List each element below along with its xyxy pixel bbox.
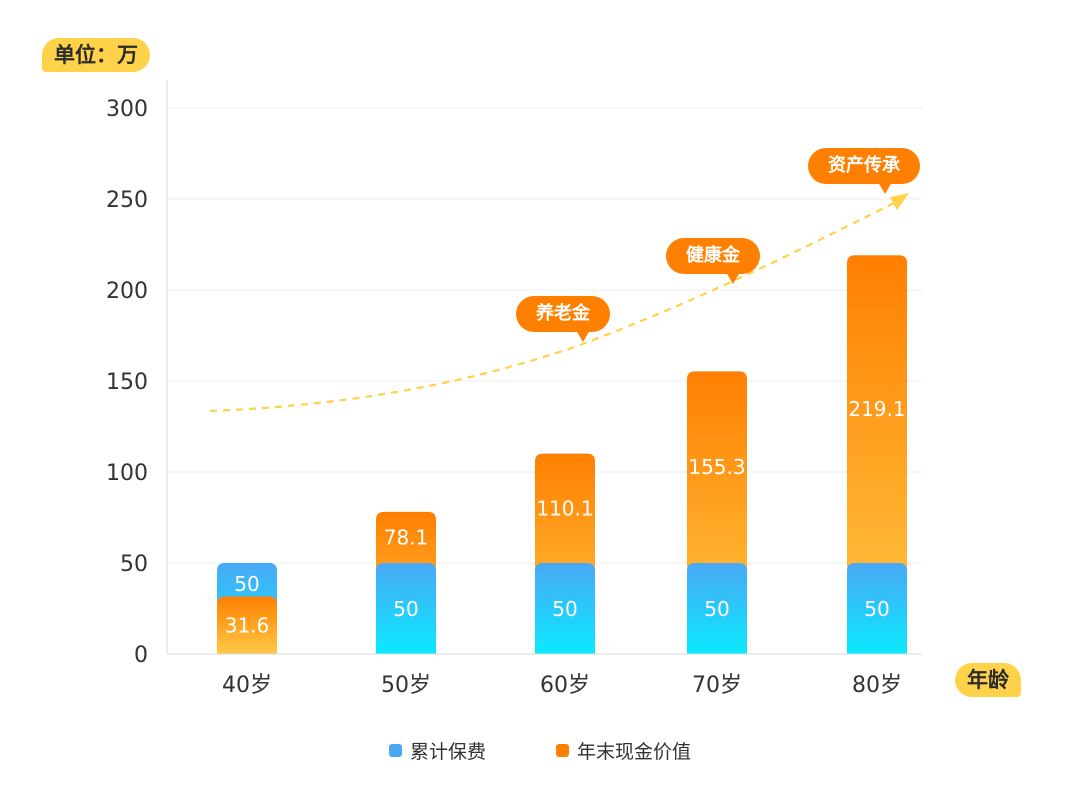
data-label-cash-value: 155.3 bbox=[688, 455, 745, 479]
data-label-premium: 50 bbox=[864, 597, 889, 621]
bar-premium bbox=[687, 563, 747, 654]
y-tick-label: 100 bbox=[106, 461, 148, 486]
data-label-premium: 50 bbox=[552, 597, 577, 621]
x-tick-label: 80岁 bbox=[852, 673, 902, 698]
data-label-premium: 50 bbox=[393, 597, 418, 621]
y-tick-label: 250 bbox=[106, 188, 148, 213]
annotation-legacy: 资产传承 bbox=[808, 148, 920, 194]
x-tick-label: 40岁 bbox=[222, 673, 272, 698]
unit-label: 单位：万 bbox=[42, 38, 150, 72]
legend-swatch-cash-value bbox=[556, 744, 569, 757]
axes: 0 50 100 150 200 250 300 40岁 50岁 60岁 70岁 80岁 bbox=[106, 80, 922, 698]
annotation-pension-label: 养老金 bbox=[536, 303, 590, 324]
trend-arrow-head bbox=[890, 193, 909, 210]
trend-arrow-line bbox=[209, 199, 901, 413]
legend-label-premium: 累计保费 bbox=[409, 741, 486, 763]
bar-cash-value bbox=[847, 255, 907, 654]
legend: 累计保费 年末现金价值 bbox=[0, 737, 1080, 764]
data-label-cash-value: 110.1 bbox=[536, 496, 593, 520]
bars bbox=[217, 255, 907, 654]
annotation-health: 健康金 bbox=[666, 238, 760, 284]
bar-premium bbox=[535, 563, 595, 654]
annotation-pension: 养老金 bbox=[516, 296, 610, 342]
bar-premium bbox=[847, 563, 907, 654]
y-tick-label: 300 bbox=[106, 97, 148, 122]
data-labels: 50 31.6 50 78.1 50 110.1 50 155.3 50 219.1 bbox=[225, 397, 906, 637]
y-tick-label: 50 bbox=[120, 552, 148, 577]
y-tick-label: 200 bbox=[106, 279, 148, 304]
x-axis-label: 年龄 bbox=[955, 663, 1021, 697]
x-tick-label: 70岁 bbox=[692, 673, 742, 698]
data-label-cash-value: 31.6 bbox=[225, 613, 270, 637]
data-label-premium: 50 bbox=[704, 597, 729, 621]
data-label-cash-value: 219.1 bbox=[848, 397, 905, 421]
legend-item-premium[interactable]: 累计保费 bbox=[388, 737, 486, 764]
data-label-cash-value: 78.1 bbox=[384, 525, 429, 549]
legend-item-cash-value[interactable]: 年末现金价值 bbox=[556, 737, 691, 764]
annotation-health-label: 健康金 bbox=[686, 245, 740, 266]
y-tick-label: 150 bbox=[106, 370, 148, 395]
legend-swatch-premium bbox=[388, 744, 402, 757]
x-tick-label: 50岁 bbox=[381, 673, 431, 698]
bar-cash-value bbox=[217, 596, 277, 654]
x-tick-label: 60岁 bbox=[540, 673, 590, 698]
bar-premium bbox=[376, 563, 436, 654]
legend-label-cash-value: 年末现金价值 bbox=[577, 741, 692, 763]
annotation-legacy-label: 资产传承 bbox=[828, 155, 900, 176]
y-tick-label: 0 bbox=[134, 643, 148, 668]
data-label-premium: 50 bbox=[234, 572, 259, 596]
